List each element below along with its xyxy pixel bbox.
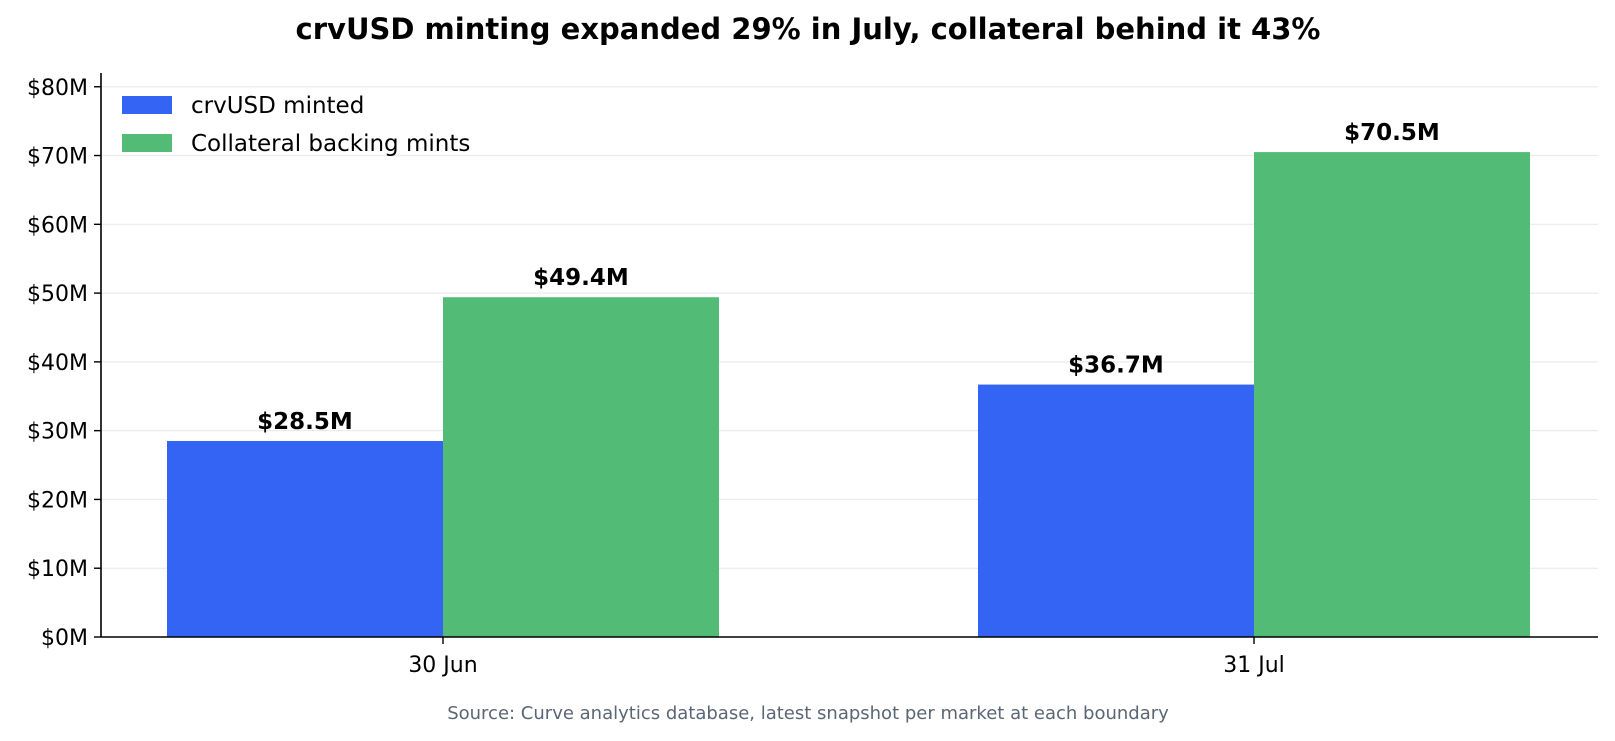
x-tick-label: 30 Jun <box>408 653 477 678</box>
legend-label: crvUSD minted <box>191 93 364 119</box>
bar-value-label: $49.4M <box>533 265 629 291</box>
legend-swatch <box>122 96 172 114</box>
bar-value-label: $36.7M <box>1068 353 1164 379</box>
y-tick-label: $40M <box>27 351 88 376</box>
y-tick-label: $80M <box>27 76 88 101</box>
bar-collateral-backing-0 <box>443 297 719 637</box>
bar-value-label: $70.5M <box>1344 120 1440 146</box>
y-tick-label: $70M <box>27 145 88 170</box>
data-labels: $28.5M $36.7M $49.4M $70.5M <box>257 120 1440 435</box>
y-tick-label: $50M <box>27 282 88 307</box>
source-note: Source: Curve analytics database, latest… <box>447 703 1169 724</box>
y-tick-label: $60M <box>27 213 88 238</box>
x-tick-label: 31 Jul <box>1223 653 1285 678</box>
bar-collateral-backing-1 <box>1254 152 1530 637</box>
axes: $0M $10M $20M $30M $40M $50M $60M $70M $80M 30 Ju… <box>27 73 1598 678</box>
bar-value-label: $28.5M <box>257 409 353 435</box>
y-tick-label: $10M <box>27 557 88 582</box>
y-tick-label: $30M <box>27 420 88 445</box>
bars <box>167 152 1530 637</box>
legend: crvUSD minted Collateral backing mints <box>122 93 470 157</box>
legend-swatch <box>122 134 172 152</box>
legend-label: Collateral backing mints <box>191 131 470 157</box>
bar-crvusd-minted-1 <box>978 384 1254 637</box>
y-tick-label: $20M <box>27 488 88 513</box>
chart-title: crvUSD minting expanded 29% in July, col… <box>296 12 1321 46</box>
y-tick-label: $0M <box>41 626 88 651</box>
bar-crvusd-minted-0 <box>167 440 443 637</box>
